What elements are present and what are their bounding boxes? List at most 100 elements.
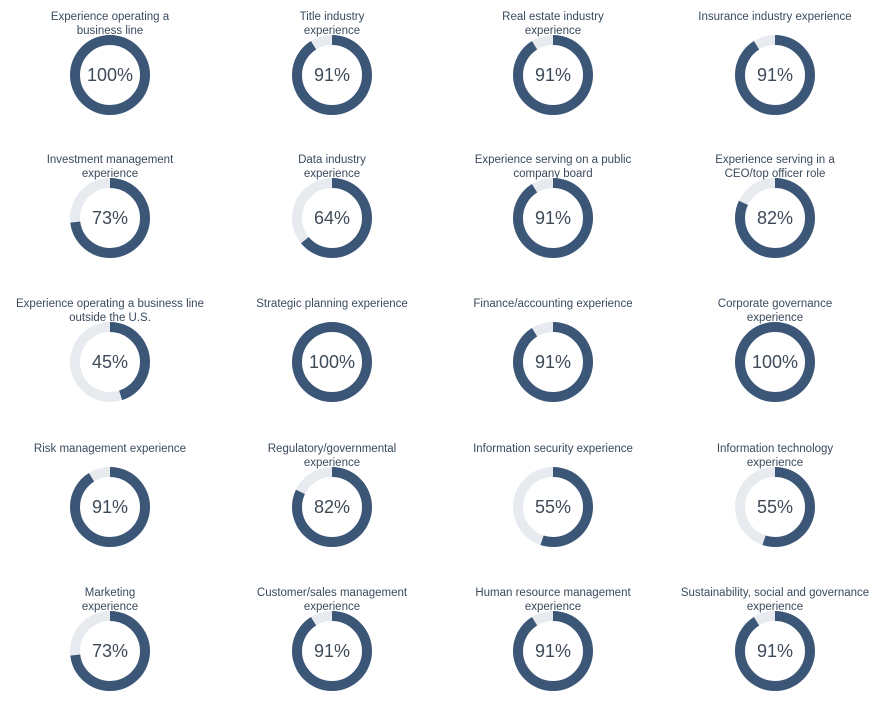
donut-value-arc xyxy=(735,611,815,691)
donut-value-arc xyxy=(70,178,150,258)
donut-chart: 100% xyxy=(289,319,375,405)
donut-card: Finance/accounting experience 91% xyxy=(443,287,663,431)
donut-card: Human resource management experience 91% xyxy=(443,576,663,720)
donut-title: Information security experience xyxy=(473,443,633,455)
donut-svg xyxy=(513,35,593,115)
donut-chart: 64% xyxy=(289,175,375,261)
donut-title: Human resource management experience xyxy=(475,587,631,613)
donut-svg xyxy=(70,611,150,691)
donut-value-arc xyxy=(513,178,593,258)
donut-value-arc xyxy=(513,322,593,402)
donut-chart: 91% xyxy=(732,608,818,694)
donut-chart: 82% xyxy=(732,175,818,261)
donut-card: Data industry experience 64% xyxy=(222,143,442,287)
donut-title: Customer/sales management experience xyxy=(256,587,408,613)
donut-title: Insurance industry experience xyxy=(698,11,852,23)
donut-card: Corporate governance experience 100% xyxy=(665,287,885,431)
donut-card: Insurance industry experience 91% xyxy=(665,0,885,144)
donut-card: Regulatory/governmental experience 82% xyxy=(222,432,442,576)
donut-card: Strategic planning experience 100% xyxy=(222,287,442,431)
donut-card: Real estate industry experience 91% xyxy=(443,0,663,144)
donut-svg xyxy=(735,611,815,691)
donut-card: Experience operating a business line 100% xyxy=(0,0,220,144)
donut-card: Experience serving on a public company b… xyxy=(443,143,663,287)
donut-title: Experience serving in a CEO/top officer … xyxy=(715,154,835,180)
donut-value-arc xyxy=(292,35,372,115)
donut-svg xyxy=(292,178,372,258)
donut-title: Real estate industry experience xyxy=(502,11,604,37)
donut-chart: 91% xyxy=(510,319,596,405)
donut-chart: 91% xyxy=(510,175,596,261)
donut-card: Experience serving in a CEO/top officer … xyxy=(665,143,885,287)
donut-svg xyxy=(70,178,150,258)
donut-card: Information security experience 55% xyxy=(443,432,663,576)
donut-card: Sustainability, social and governance ex… xyxy=(665,576,885,720)
donut-title: Experience serving on a public company b… xyxy=(474,154,632,180)
donut-card: Risk management experience 91% xyxy=(0,432,220,576)
donut-value-arc xyxy=(292,322,372,402)
donut-title: Experience operating a business line xyxy=(50,11,170,37)
donut-chart: 55% xyxy=(510,464,596,550)
donut-chart: 73% xyxy=(67,608,153,694)
donut-svg xyxy=(735,322,815,402)
donut-svg xyxy=(292,611,372,691)
donut-svg xyxy=(292,322,372,402)
donut-value-arc xyxy=(735,322,815,402)
donut-title: Risk management experience xyxy=(33,443,187,455)
donut-value-arc xyxy=(735,178,815,258)
donut-svg xyxy=(292,35,372,115)
donut-chart: 91% xyxy=(67,464,153,550)
donut-card: Title industry experience 91% xyxy=(222,0,442,144)
donut-chart: 100% xyxy=(732,319,818,405)
donut-chart: 82% xyxy=(289,464,375,550)
donut-chart: 45% xyxy=(67,319,153,405)
donut-card: Customer/sales management experience 91% xyxy=(222,576,442,720)
donut-svg xyxy=(70,322,150,402)
donut-title: Marketing experience xyxy=(81,587,139,613)
donut-value-arc xyxy=(292,178,372,258)
donut-chart: 91% xyxy=(510,608,596,694)
donut-title: Title industry experience xyxy=(299,11,365,37)
donut-svg xyxy=(292,467,372,547)
donut-svg xyxy=(513,178,593,258)
donut-value-arc xyxy=(292,611,372,691)
donut-svg xyxy=(513,467,593,547)
donut-value-arc xyxy=(292,467,372,547)
donut-svg xyxy=(513,322,593,402)
donut-chart: 91% xyxy=(289,608,375,694)
donut-value-arc xyxy=(735,35,815,115)
donut-title: Data industry experience xyxy=(298,154,366,180)
donut-card: Experience operating a business line out… xyxy=(0,287,220,431)
donut-svg xyxy=(735,467,815,547)
donut-title: Finance/accounting experience xyxy=(473,298,633,310)
donut-title: Corporate governance experience xyxy=(717,298,833,324)
donut-title: Sustainability, social and governance ex… xyxy=(680,587,870,613)
donut-svg xyxy=(735,178,815,258)
donut-title: Investment management experience xyxy=(46,154,174,180)
donut-chart: 100% xyxy=(67,32,153,118)
donut-title: Regulatory/governmental experience xyxy=(267,443,397,469)
donut-value-arc xyxy=(513,35,593,115)
donut-title: Information technology experience xyxy=(716,443,834,469)
donut-title: Experience operating a business line out… xyxy=(16,298,204,324)
donut-value-arc xyxy=(70,611,150,691)
donut-card: Investment management experience 73% xyxy=(0,143,220,287)
donut-svg xyxy=(735,35,815,115)
donut-svg xyxy=(70,467,150,547)
donut-svg xyxy=(70,35,150,115)
donut-chart: 73% xyxy=(67,175,153,261)
donut-card: Information technology experience 55% xyxy=(665,432,885,576)
donut-chart: 91% xyxy=(510,32,596,118)
donut-value-arc xyxy=(70,35,150,115)
donut-value-arc xyxy=(70,467,150,547)
donut-chart: 91% xyxy=(289,32,375,118)
donut-value-arc xyxy=(513,467,593,547)
donut-svg xyxy=(513,611,593,691)
donut-title: Strategic planning experience xyxy=(256,298,408,310)
donut-value-arc xyxy=(735,467,815,547)
donut-card: Marketing experience 73% xyxy=(0,576,220,720)
donut-value-arc xyxy=(70,322,150,402)
donut-chart: 55% xyxy=(732,464,818,550)
donut-value-arc xyxy=(513,611,593,691)
